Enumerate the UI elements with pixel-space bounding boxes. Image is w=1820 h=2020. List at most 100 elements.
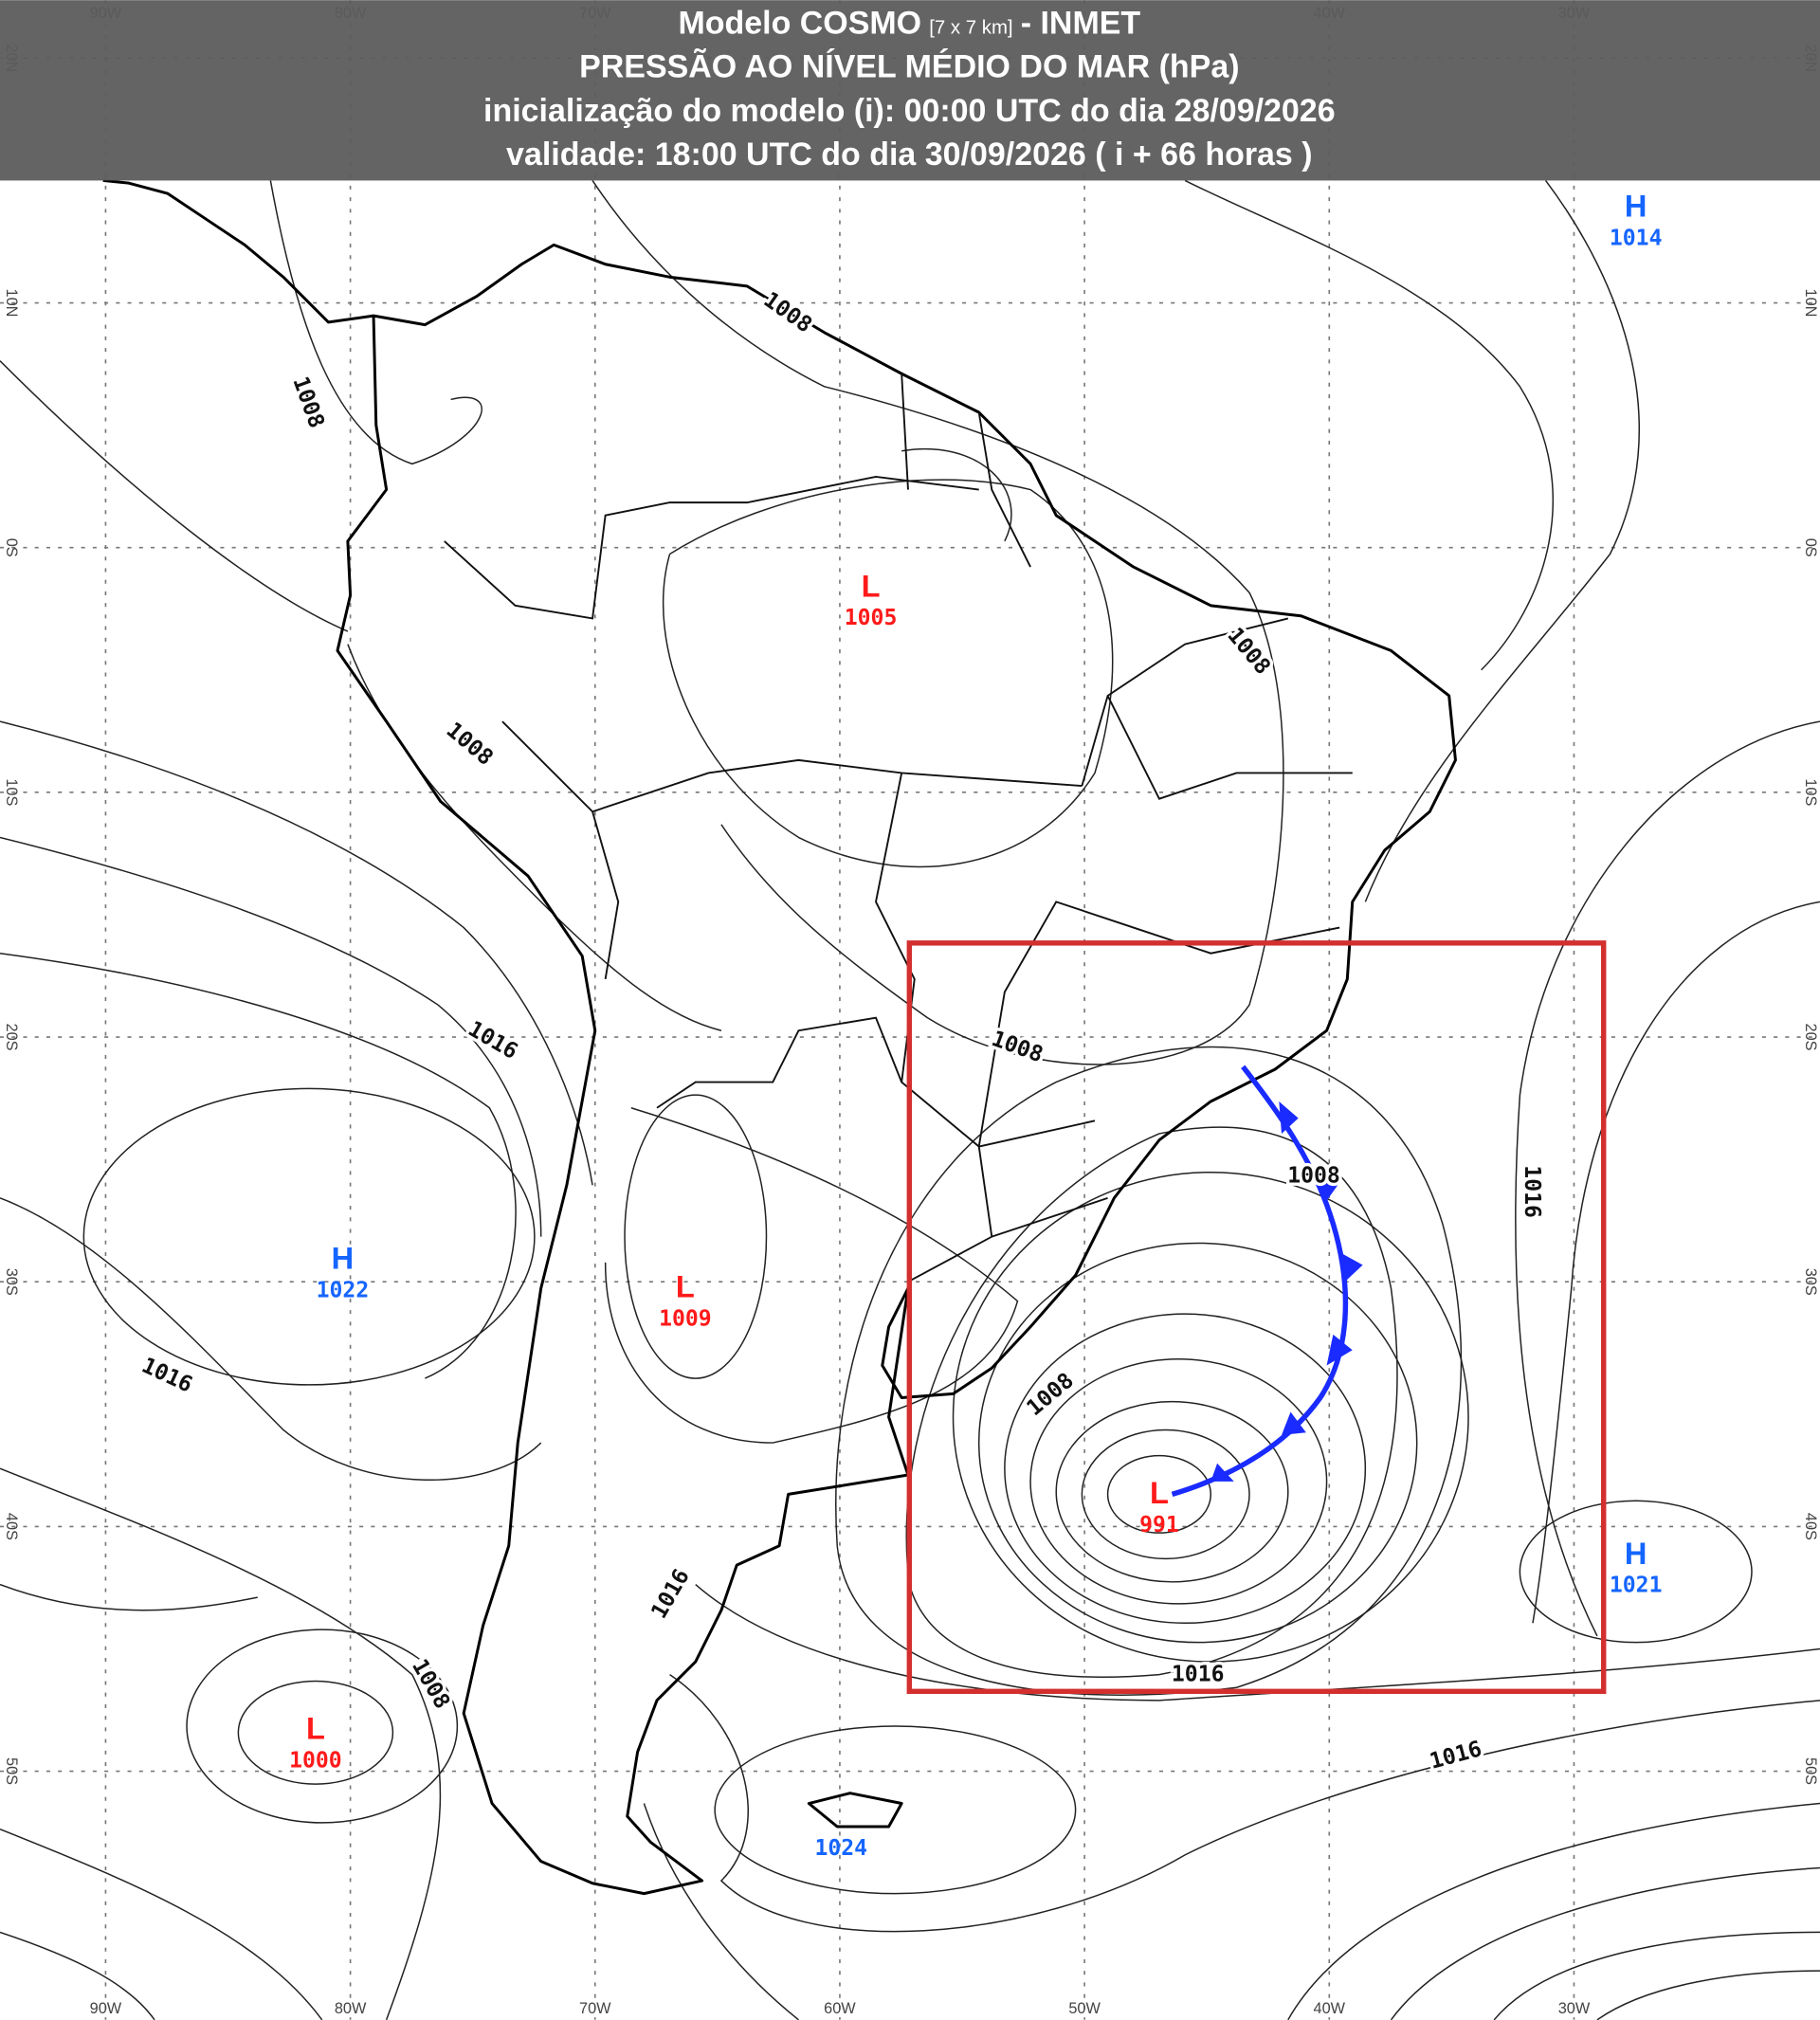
header-line: validade: 18:00 UTC do dia 30/09/2026 ( … bbox=[506, 136, 1313, 173]
center-value: 1022 bbox=[317, 1279, 370, 1303]
center-value: 1021 bbox=[1610, 1574, 1663, 1598]
isobar bbox=[1493, 1931, 1820, 2020]
isobar bbox=[1004, 1313, 1367, 1625]
isobar bbox=[0, 952, 517, 1379]
header-band bbox=[0, 0, 1820, 181]
isobar bbox=[0, 1931, 155, 2020]
bottom-lon-label: 90W bbox=[90, 2000, 122, 2017]
isobar bbox=[977, 1242, 1418, 1644]
falklands bbox=[807, 1792, 903, 1829]
left-lat-label: 10N bbox=[3, 289, 20, 318]
isobar bbox=[0, 720, 593, 1186]
right-lat-label: 10S bbox=[1802, 778, 1819, 806]
header-line: PRESSÃO AO NÍVEL MÉDIO DO MAR (hPa) bbox=[579, 49, 1239, 85]
right-lat-label: 20S bbox=[1802, 1024, 1819, 1051]
border bbox=[656, 1016, 903, 1109]
center-value: 1000 bbox=[289, 1748, 342, 1773]
header-text: [7 x 7 km] bbox=[929, 18, 1012, 39]
center-value: 1024 bbox=[815, 1836, 868, 1861]
isobar bbox=[905, 1126, 1398, 1678]
isobars bbox=[0, 179, 1820, 2020]
isobar bbox=[0, 1583, 258, 1611]
isobar-label: 1008 bbox=[1287, 1164, 1340, 1189]
right-lat-label: 40S bbox=[1802, 1513, 1819, 1540]
center-type: L bbox=[676, 1269, 695, 1304]
header-line: Modelo COSMO [7 x 7 km] - INMET bbox=[678, 6, 1140, 42]
header: Modelo COSMO [7 x 7 km] - INMET PRESSÃO AO … bbox=[483, 6, 1336, 173]
isobar bbox=[0, 1829, 323, 2020]
left-lat-label: 40S bbox=[3, 1513, 20, 1540]
isobar bbox=[669, 1674, 1820, 1933]
right-lat-label: 50S bbox=[1802, 1757, 1819, 1785]
header-text: Modelo COSMO bbox=[678, 6, 921, 42]
isobar bbox=[1029, 1357, 1328, 1605]
header-text: PRESSÃO AO NÍVEL MÉDIO DO MAR (hPa) bbox=[579, 49, 1239, 85]
header-text: inicialização do modelo (i): 00:00 UTC d… bbox=[483, 93, 1336, 129]
center-value: 1009 bbox=[659, 1306, 712, 1331]
isobar-label: 1016 bbox=[1172, 1662, 1225, 1686]
isobar bbox=[1106, 1454, 1212, 1534]
isobar bbox=[1287, 1802, 1820, 2020]
isobar bbox=[1532, 901, 1820, 1624]
center-value: 991 bbox=[1139, 1513, 1179, 1538]
center-value: 1005 bbox=[845, 606, 898, 630]
central-america-coast bbox=[102, 178, 374, 324]
right-lat-label: 0S bbox=[1802, 538, 1819, 557]
isobar bbox=[901, 448, 1012, 542]
center-type: H bbox=[1625, 1536, 1647, 1571]
border bbox=[501, 720, 620, 980]
cold-front bbox=[1171, 1065, 1363, 1498]
isobar bbox=[1519, 1500, 1753, 1644]
center-value: 1014 bbox=[1610, 226, 1663, 250]
isobar bbox=[82, 1087, 536, 1386]
bottom-lon-label: 50W bbox=[1068, 2000, 1101, 2017]
center-type: H bbox=[1625, 188, 1647, 223]
bottom-lon-label: 70W bbox=[579, 2000, 611, 2017]
isobar-label: 1016 bbox=[1520, 1165, 1544, 1218]
isobar bbox=[1184, 179, 1555, 671]
right-lat-label: 30S bbox=[1802, 1268, 1819, 1296]
isobar bbox=[643, 1803, 799, 2020]
bottom-lon-label: 30W bbox=[1558, 2000, 1591, 2017]
left-lat-label: 50S bbox=[3, 1757, 20, 1785]
coastlines bbox=[102, 178, 1457, 1896]
highlight-box bbox=[906, 940, 1607, 1695]
center-type: L bbox=[862, 568, 881, 603]
border bbox=[1081, 617, 1353, 800]
isobar bbox=[0, 836, 542, 1237]
header-line: inicialização do modelo (i): 00:00 UTC d… bbox=[483, 93, 1336, 129]
isobar bbox=[0, 360, 349, 632]
isobar bbox=[186, 1629, 459, 1824]
header-text: - INMET bbox=[1021, 6, 1141, 42]
left-lat-label: 10S bbox=[3, 778, 20, 806]
south-america-coast bbox=[336, 243, 1457, 1896]
isobar bbox=[1515, 720, 1820, 1637]
isobar bbox=[0, 1197, 542, 1481]
header-text: validade: 18:00 UTC do dia 30/09/2026 ( … bbox=[506, 136, 1313, 173]
border bbox=[907, 901, 1340, 1283]
borders bbox=[444, 373, 1353, 1283]
bottom-lon-label: 60W bbox=[824, 2000, 856, 2017]
isobar bbox=[1390, 1866, 1820, 2020]
left-lat-label: 20S bbox=[3, 1024, 20, 1051]
isobar bbox=[1364, 179, 1641, 902]
border bbox=[901, 373, 1031, 568]
isobar bbox=[714, 1725, 1077, 1895]
center-type: L bbox=[306, 1711, 325, 1746]
isobar bbox=[624, 1094, 768, 1379]
center-type: L bbox=[1150, 1475, 1169, 1510]
left-lat-label: 30S bbox=[3, 1268, 20, 1296]
bottom-lon-label: 80W bbox=[335, 2000, 367, 2017]
border bbox=[444, 475, 979, 620]
isobar bbox=[1055, 1400, 1289, 1583]
left-lat-label: 0S bbox=[3, 538, 20, 557]
isobar bbox=[695, 1583, 1820, 1702]
isobar bbox=[604, 1107, 1019, 1444]
right-lat-label: 10N bbox=[1802, 289, 1819, 318]
isobar bbox=[592, 180, 1284, 1065]
border bbox=[592, 758, 1083, 813]
center-type: H bbox=[332, 1241, 355, 1276]
isobar bbox=[237, 1680, 394, 1785]
bottom-lon-label: 40W bbox=[1314, 2000, 1346, 2017]
